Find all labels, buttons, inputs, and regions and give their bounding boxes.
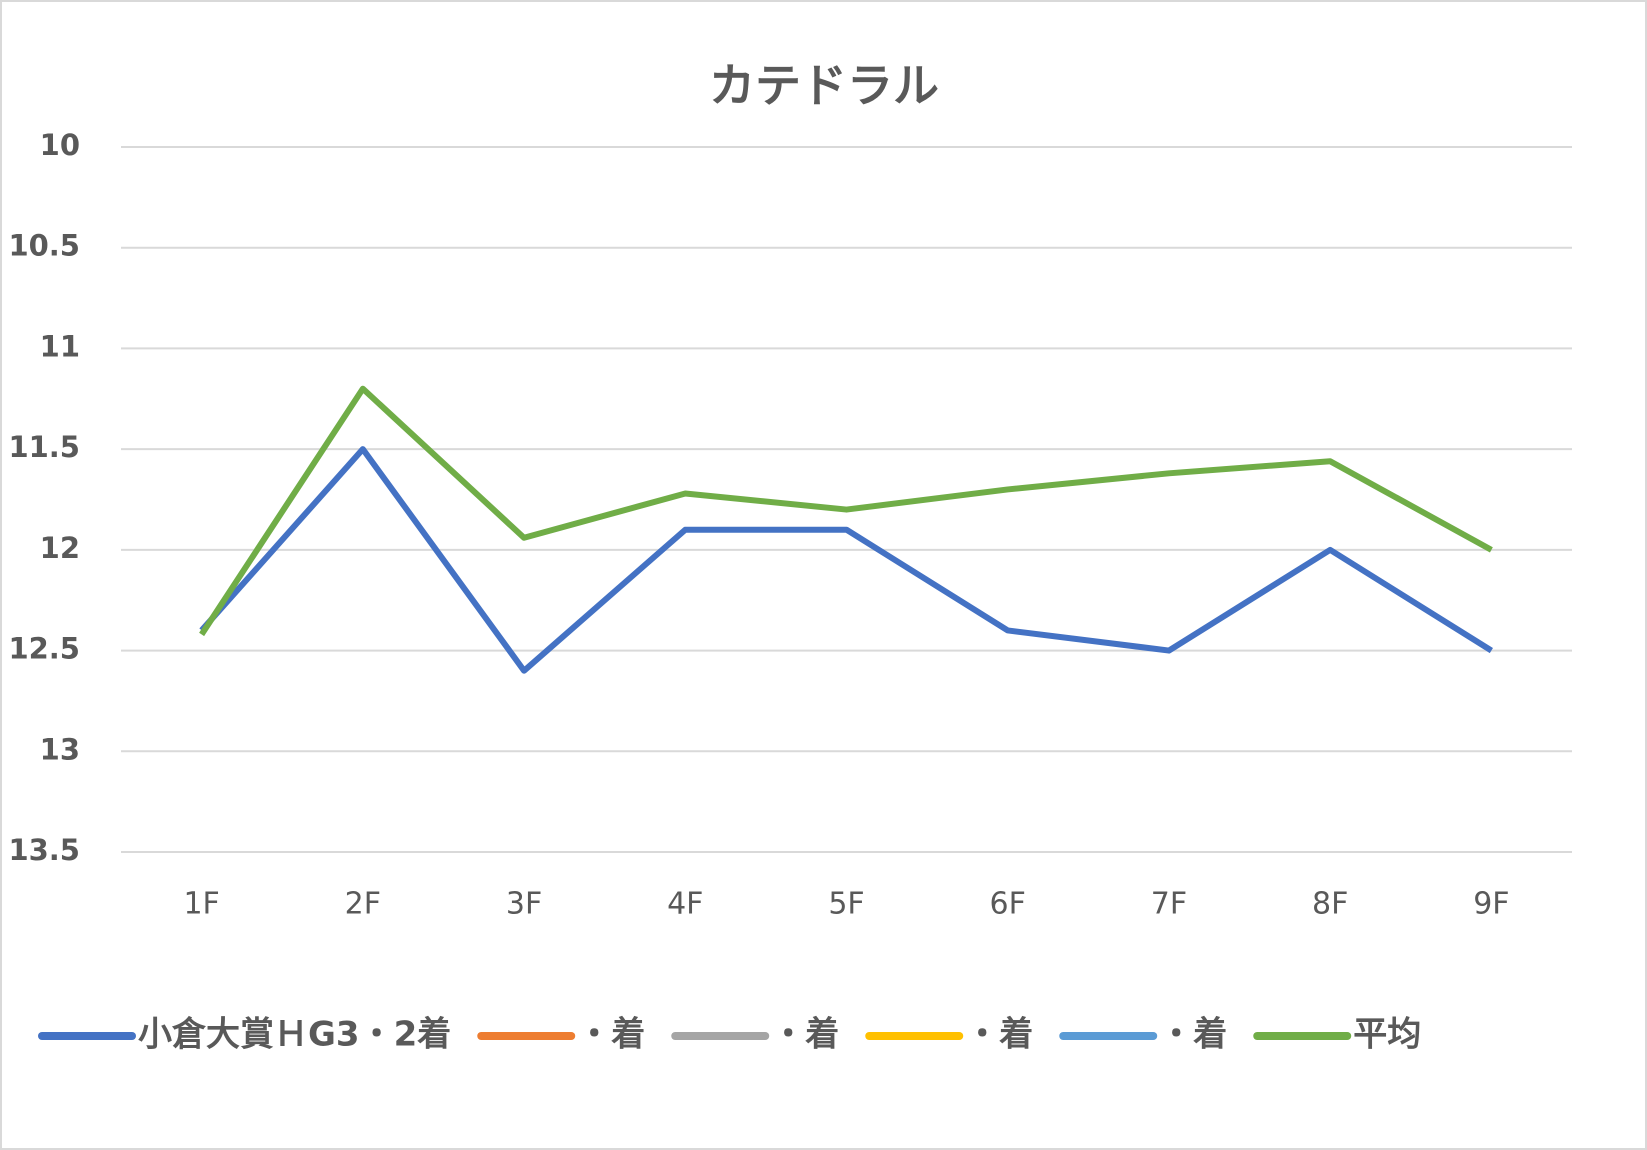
- y-tick-label: 12.5: [8, 632, 80, 666]
- x-tick-label: 9F: [1473, 887, 1509, 922]
- legend-label: 平均: [1353, 1015, 1421, 1055]
- x-tick-label: 5F: [828, 887, 864, 922]
- x-tick-label: 6F: [990, 887, 1026, 922]
- x-tick-label: 1F: [183, 887, 219, 922]
- y-tick-label: 10.5: [8, 229, 80, 263]
- chart-title: カテドラル: [709, 59, 939, 113]
- line-series: [199, 446, 1493, 674]
- y-tick-label: 13.5: [8, 833, 80, 867]
- y-tick-label: 11: [40, 329, 80, 363]
- y-tick-label: 11.5: [8, 430, 80, 464]
- legend-label: ・着: [965, 1015, 1033, 1055]
- x-tick-label: 4F: [667, 887, 703, 922]
- x-tick-label: 7F: [1151, 887, 1187, 922]
- x-tick-label: 8F: [1312, 887, 1348, 922]
- y-tick-label: 13: [40, 732, 80, 766]
- legend-label: ・着: [1159, 1015, 1227, 1055]
- legend-label: 小倉大賞ＨG3・2着: [138, 1015, 451, 1055]
- y-tick-label: 10: [40, 128, 80, 162]
- line-series: [199, 385, 1493, 637]
- legend-label: ・着: [771, 1015, 839, 1055]
- legend-label: ・着: [577, 1015, 645, 1055]
- x-tick-label: 3F: [506, 887, 542, 922]
- x-tick-label: 2F: [345, 887, 381, 922]
- y-tick-label: 12: [40, 531, 80, 565]
